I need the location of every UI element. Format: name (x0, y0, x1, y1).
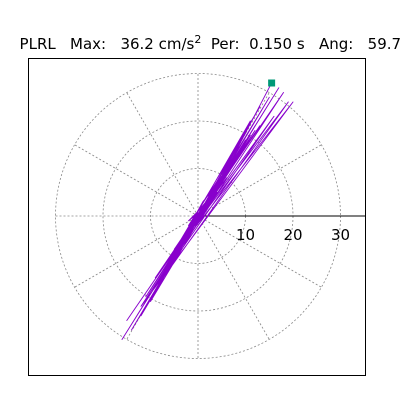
angle-value: 59.7 (367, 35, 400, 53)
trace (121, 79, 294, 340)
grid-spoke-150 (74, 144, 199, 217)
tick-label-10: 10 (236, 226, 255, 244)
orbit-trace (121, 82, 294, 340)
max-unit: cm/s (158, 35, 195, 53)
max-label: Max: (70, 35, 107, 53)
grid-spoke-120 (126, 92, 199, 217)
end-marker (268, 79, 276, 87)
tick-label-20: 20 (283, 226, 302, 244)
tick-labels: 10 20 30 (236, 226, 350, 244)
grid-spoke-300 (197, 215, 270, 340)
angle-label: Ang: (319, 35, 354, 53)
chart-title: PLRL Max: 36.2 cm/s2 Per: 0.150 s Ang: 5… (10, 14, 400, 56)
tick-label-30: 30 (331, 226, 350, 244)
grid-spoke-330 (197, 215, 322, 288)
max-value: 36.2 (120, 35, 154, 53)
period-value: 0.150 s (249, 35, 305, 53)
component-label: PLRL (19, 35, 56, 53)
period-label: Per: (210, 35, 240, 53)
max-unit-exponent: 2 (194, 33, 202, 46)
